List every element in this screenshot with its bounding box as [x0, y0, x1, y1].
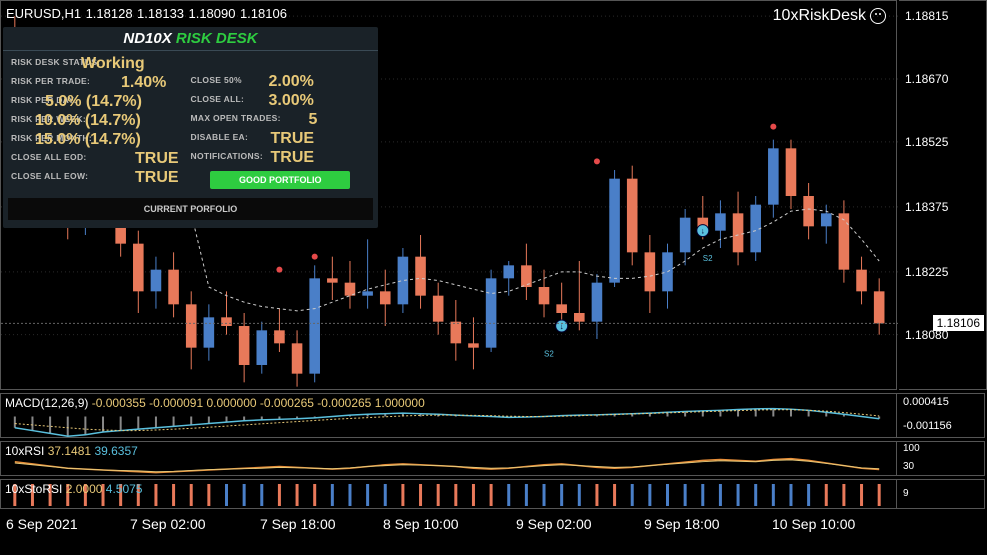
macd-label: MACD(12,26,9) -0.000355 -0.000091 0.0000… [5, 396, 425, 410]
risk-col-right: CLOSE 50%2.00%CLOSE ALL:3.00%MAX OPEN TR… [191, 57, 371, 190]
svg-text:S2: S2 [544, 349, 554, 358]
risk-row: RISK PER TRADE:1.40% [11, 76, 191, 94]
risk-panel-title: ND10X RISK DESK [3, 27, 378, 51]
price-chart-pane[interactable]: EURUSD,H1 1.18128 1.18133 1.18090 1.1810… [0, 0, 897, 390]
y-tick-label: 1.18375 [905, 200, 948, 214]
risk-row: RISK PER DAY:5.0% (14.7%) [11, 95, 191, 113]
y-tick-label: 1.18815 [905, 9, 948, 23]
rsi-y-axis: 10030 [897, 441, 985, 476]
macd-y-axis: 0.000415-0.001156 [897, 393, 985, 438]
ohlc-l: 1.18090 [188, 6, 235, 21]
risk-row: CLOSE ALL:3.00% [191, 94, 371, 112]
x-tick-label: 6 Sep 2021 [6, 516, 78, 532]
current-price-tag: 1.18106 [933, 315, 984, 331]
x-tick-label: 9 Sep 18:00 [644, 516, 720, 532]
good-portfolio-button[interactable]: GOOD PORTFOLIO [210, 171, 350, 189]
rsi-label: 10xRSI 37.1481 39.6357 [5, 444, 138, 458]
risk-row: NOTIFICATIONS:TRUE [191, 151, 371, 169]
risk-desk-panel[interactable]: ND10X RISK DESK RISK DESK STATUS:Working… [3, 27, 378, 228]
ohlc-h: 1.18133 [137, 6, 184, 21]
risk-row: MAX OPEN TRADES:5 [191, 113, 371, 131]
time-x-axis: 6 Sep 2021 7 Sep 02:00 7 Sep 18:00 8 Sep 10… [0, 512, 987, 552]
svg-text:↓: ↓ [701, 227, 705, 236]
storsi-label: 10xStoRSI 2.0000 4.5075 [5, 482, 142, 496]
x-tick-label: 10 Sep 10:00 [772, 516, 855, 532]
x-tick-label: 7 Sep 02:00 [130, 516, 206, 532]
ohlc-c: 1.18106 [240, 6, 287, 21]
y-tick-label: 1.18525 [905, 135, 948, 149]
symbol-header: EURUSD,H1 1.18128 1.18133 1.18090 1.1810… [6, 5, 287, 23]
rsi-pane[interactable]: 10xRSI 37.1481 39.6357 [0, 441, 897, 476]
symbol: EURUSD,H1 [6, 6, 81, 21]
risk-col-left: RISK DESK STATUS:WorkingRISK PER TRADE:1… [11, 57, 191, 190]
risk-row: RISK DESK STATUS:Working [11, 57, 191, 75]
risk-row: RISK PER MONTH:15.0% (14.7%) [11, 133, 191, 151]
storsi-pane[interactable]: 10xStoRSI 2.0000 4.5075 [0, 479, 897, 509]
x-tick-label: 8 Sep 10:00 [383, 516, 459, 532]
macd-pane[interactable]: MACD(12,26,9) -0.000355 -0.000091 0.0000… [0, 393, 897, 438]
x-tick-label: 7 Sep 18:00 [260, 516, 336, 532]
y-tick-label: 1.18225 [905, 265, 948, 279]
x-tick-label: 9 Sep 02:00 [516, 516, 592, 532]
y-tick-label: 1.18670 [905, 72, 948, 86]
risk-row: CLOSE 50%2.00% [191, 75, 371, 93]
risk-row: CLOSE ALL EOW:TRUE [11, 171, 191, 189]
risk-row: DISABLE EA:TRUE [191, 132, 371, 150]
brand-label: 10xRiskDesk [773, 7, 886, 25]
risk-row: CLOSE ALL EOD:TRUE [11, 152, 191, 170]
ohlc-o: 1.18128 [86, 6, 133, 21]
current-portfolio-button[interactable]: CURRENT PORFOLIO [8, 198, 373, 220]
smiley-icon [870, 8, 886, 24]
price-y-axis: 1.188151.186701.185251.183751.182251.180… [899, 0, 987, 390]
risk-row: RISK PER WEEK:10.0% (14.7%) [11, 114, 191, 132]
svg-text:S2: S2 [703, 254, 713, 263]
storsi-y-axis: 9 [897, 479, 985, 509]
